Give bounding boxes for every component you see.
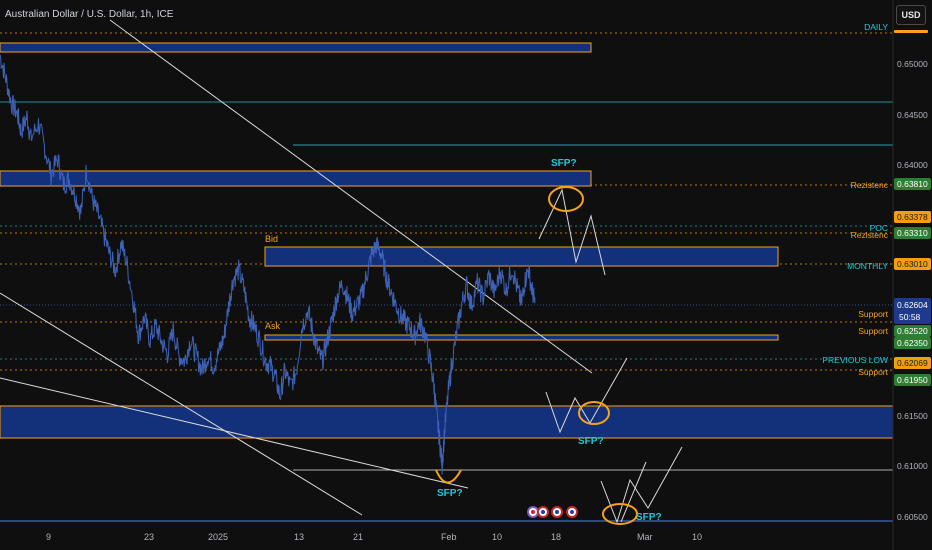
y-tick-label: 0.64000 bbox=[897, 160, 928, 170]
y-axis: 0.65000 0.64500 0.64000 0.61500 0.61000 … bbox=[892, 0, 932, 550]
price-tag-box bbox=[894, 357, 931, 369]
price-tag-label: 0.62520 bbox=[897, 326, 928, 336]
x-tick-label: Feb bbox=[441, 532, 457, 542]
price-tag-box bbox=[894, 337, 931, 349]
daily-zone bbox=[0, 42, 592, 53]
level-label: Support bbox=[858, 367, 888, 377]
sfp-marks bbox=[435, 186, 638, 525]
price-tag: 0.62350 bbox=[894, 337, 931, 349]
economic-event-icon bbox=[566, 506, 578, 518]
price-tag-label: 0.63310 bbox=[897, 228, 928, 238]
sfp-ellipse bbox=[578, 401, 610, 425]
price-tag: 0.63010 bbox=[894, 258, 931, 270]
price-tag-label: 0.62069 bbox=[897, 358, 928, 368]
price-tag: 0.63310 bbox=[894, 227, 931, 239]
level-label: MONTHLY bbox=[847, 261, 888, 271]
price-tag-box bbox=[894, 374, 931, 386]
trend-lines bbox=[0, 19, 593, 516]
x-tick-label: 10 bbox=[692, 532, 702, 542]
x-tick-label: 23 bbox=[144, 532, 154, 542]
price-tag-box bbox=[894, 178, 931, 190]
projection-path bbox=[600, 446, 683, 524]
sfp-ellipse bbox=[602, 503, 638, 525]
price-tag-label: 0.63810 bbox=[897, 179, 928, 189]
x-tick-label: 10 bbox=[492, 532, 502, 542]
level-label: Rezistenc bbox=[851, 230, 889, 240]
price-tag-box bbox=[894, 258, 931, 270]
sfp-annotation: SFP? bbox=[437, 488, 463, 499]
ask-zone bbox=[264, 334, 779, 341]
price-tag-label: 0.61950 bbox=[897, 375, 928, 385]
zones bbox=[0, 42, 894, 439]
economic-event-icon bbox=[527, 506, 539, 518]
price-tag-box bbox=[894, 211, 931, 223]
currency-button[interactable]: USD bbox=[896, 5, 926, 25]
sfp-annotation: SFP? bbox=[578, 436, 604, 447]
price-tag: 0.63378 bbox=[894, 211, 931, 223]
level-label: Support bbox=[858, 326, 888, 336]
projection-path bbox=[620, 461, 647, 523]
bid-label: Bid bbox=[265, 234, 278, 244]
bid-zone bbox=[264, 246, 779, 267]
x-tick-label: 18 bbox=[551, 532, 561, 542]
economic-event-icon bbox=[537, 506, 549, 518]
price-tag: 0.62069 bbox=[894, 357, 931, 369]
level-label: POC bbox=[870, 223, 888, 233]
projection-paths bbox=[538, 188, 683, 524]
trend-line bbox=[109, 19, 593, 374]
x-tick-label: Mar bbox=[637, 532, 653, 542]
y-tick-label: 0.65000 bbox=[897, 59, 928, 69]
projection-path bbox=[538, 188, 606, 276]
level-label: PREVIOUS LOW bbox=[822, 355, 888, 365]
price-tag-box bbox=[894, 227, 931, 239]
sfp-ellipse bbox=[435, 469, 462, 484]
resistance-zone bbox=[0, 170, 592, 187]
y-tick-label: 0.64500 bbox=[897, 110, 928, 120]
chart-title: Australian Dollar / U.S. Dollar, 1h, ICE bbox=[5, 9, 174, 20]
trend-line bbox=[0, 292, 363, 516]
x-axis: 9 23 2025 13 21 Feb 10 18 Mar 10 bbox=[46, 532, 702, 542]
current-price-label: 0.62604 bbox=[897, 300, 928, 310]
price-tag-box bbox=[894, 325, 931, 337]
price-tag: 0.63810 bbox=[894, 178, 931, 190]
sfp-ellipse bbox=[548, 186, 584, 212]
event-icons[interactable] bbox=[527, 506, 578, 518]
projection-path bbox=[545, 357, 628, 434]
x-tick-label: 13 bbox=[294, 532, 304, 542]
sfp-annotation: SFP? bbox=[636, 512, 662, 523]
price-tags: 0.63810 0.63378 0.63310 0.63010 0.62520 0.623… bbox=[894, 178, 931, 386]
price-tag: 0.61950 bbox=[894, 374, 931, 386]
current-price-tag: 0.62604 50:58 bbox=[894, 298, 931, 324]
y-tick-label: 0.61500 bbox=[897, 411, 928, 421]
countdown-label: 50:58 bbox=[899, 312, 921, 322]
currency-underline bbox=[894, 30, 928, 33]
sfp-annotation: SFP? bbox=[551, 158, 577, 169]
x-tick-label: 21 bbox=[353, 532, 363, 542]
price-tag-label: 0.62350 bbox=[897, 338, 928, 348]
level-label: Rezistenc bbox=[851, 180, 889, 190]
x-tick-label: 2025 bbox=[208, 532, 228, 542]
price-series bbox=[0, 54, 536, 475]
price-tag: 0.62520 bbox=[894, 325, 931, 337]
level-lines bbox=[0, 32, 893, 522]
y-tick-label: 0.61000 bbox=[897, 461, 928, 471]
price-tag-label: 0.63010 bbox=[897, 259, 928, 269]
level-labels: DAILYRezistencPOCRezistencMONTHLYSupport… bbox=[822, 22, 888, 377]
x-tick-label: 9 bbox=[46, 532, 51, 542]
y-tick-label: 0.60500 bbox=[897, 512, 928, 522]
trend-line bbox=[0, 377, 469, 489]
level-label: DAILY bbox=[864, 22, 888, 32]
level-label: Support bbox=[858, 309, 888, 319]
price-tag-label: 0.63378 bbox=[897, 212, 928, 222]
ask-label: Ask bbox=[265, 321, 281, 331]
price-line bbox=[0, 54, 536, 475]
economic-event-icon bbox=[551, 506, 563, 518]
